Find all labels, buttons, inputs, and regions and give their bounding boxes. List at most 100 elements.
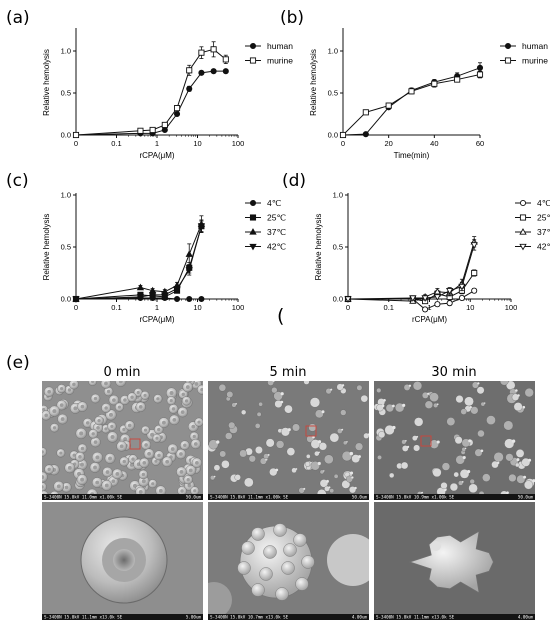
echinocyte — [314, 450, 320, 457]
data-point — [458, 294, 465, 302]
data-point — [197, 223, 206, 231]
cell-spicule — [349, 451, 354, 456]
cell-spicule — [358, 455, 361, 458]
highlight-box — [420, 435, 432, 447]
data-point — [222, 56, 229, 63]
series-37c — [72, 215, 206, 302]
echinocyte — [219, 450, 227, 458]
cell-dimple — [138, 490, 143, 494]
echinocyte — [241, 409, 247, 415]
cell-dimple — [195, 460, 199, 465]
lysed-cell — [453, 471, 459, 478]
sem-title-5min: 5 min — [270, 365, 307, 380]
cell-dimple — [80, 404, 85, 409]
x-tick-label: 0.1 — [111, 303, 121, 312]
cell-dimple — [142, 460, 147, 465]
cell-dimple — [141, 472, 146, 477]
sem-caption-strips — [42, 494, 535, 620]
lysed-cell-body — [408, 530, 494, 594]
lysed-cell — [468, 483, 478, 493]
cell-dimple — [131, 457, 135, 461]
series-line — [342, 74, 481, 136]
cell-dimple — [158, 488, 163, 493]
echinocyte — [310, 461, 320, 471]
legend-label: 42℃ — [267, 242, 286, 252]
y-tick-label: 1.0 — [61, 191, 71, 200]
cell-spicule — [318, 451, 320, 454]
echinocyte — [315, 409, 324, 419]
data-point — [72, 296, 80, 303]
cell-dimple — [143, 393, 147, 398]
echinocyte — [221, 460, 230, 469]
echinocyte — [325, 388, 332, 395]
x-tick-label: 100 — [232, 139, 245, 148]
cell-dimple — [156, 397, 160, 401]
data-point — [186, 67, 193, 74]
lysed-cell — [432, 467, 442, 478]
y-tick-label: 0.5 — [328, 89, 338, 98]
lysed-cell — [513, 402, 523, 412]
cell-spicule — [464, 447, 467, 450]
cell-spicule — [480, 449, 484, 453]
series-human — [72, 68, 229, 139]
cell-dimple — [72, 453, 76, 457]
data-point — [186, 85, 193, 92]
cell-spicule — [317, 440, 322, 444]
echinocyte — [303, 381, 310, 385]
data-point — [385, 102, 392, 109]
panel-label-e: (e) — [6, 353, 30, 373]
echinocyte — [333, 474, 339, 479]
lysed-cell — [515, 449, 525, 458]
echinocyte — [213, 464, 221, 471]
y-tick-label: 0.5 — [333, 243, 343, 252]
cell-spicule — [528, 458, 532, 462]
echinocyte — [340, 409, 347, 416]
legend-marker — [519, 243, 527, 251]
data-point — [161, 121, 168, 128]
data-point — [471, 287, 478, 294]
cell-spicule — [522, 405, 526, 409]
cell-spicule — [516, 458, 520, 462]
cell-dimple — [52, 409, 57, 414]
cell-dimple — [165, 459, 170, 464]
data-point — [422, 306, 429, 313]
sem-image-0min-highmag — [42, 502, 203, 620]
cell-dimple — [96, 425, 100, 430]
cell-spicule — [321, 410, 325, 414]
cell-spicule — [235, 403, 237, 405]
cell-dimple — [184, 399, 189, 403]
cell-dimple — [108, 412, 114, 417]
legend-marker — [504, 57, 512, 64]
sem-caption-bottom-1: S-3400N 15.0kV 10.7mm x13.0k SE — [210, 615, 289, 620]
data-point — [149, 126, 156, 134]
cell-dimple — [110, 434, 115, 440]
sem-scale-top-0: 50.0um — [186, 495, 202, 500]
data-point — [421, 295, 429, 302]
cell-dimple — [42, 485, 44, 489]
data-point — [198, 49, 205, 56]
lysed-cell — [515, 462, 520, 468]
lysed-cell — [384, 425, 395, 435]
cell-spicule — [326, 479, 329, 483]
lysed-cell — [455, 455, 465, 465]
surface-spicule — [263, 545, 277, 559]
data-point — [210, 46, 217, 53]
neighbor-cell — [327, 534, 369, 586]
cell-spicule — [391, 404, 395, 408]
cell-spicule — [515, 389, 518, 392]
data-point — [173, 110, 181, 118]
cell-spicule — [216, 440, 220, 444]
cell-spicule — [341, 384, 345, 387]
lysed-cell — [482, 473, 491, 482]
legend-marker — [249, 214, 257, 221]
lysed-cell — [480, 401, 486, 407]
data-point — [433, 294, 442, 301]
cell-spicule — [407, 445, 410, 448]
lysed-cell — [486, 415, 496, 425]
lysed-cell — [464, 396, 474, 407]
data-point — [471, 269, 478, 277]
cell-spicule — [517, 394, 520, 397]
data-point — [408, 88, 415, 95]
sem-image-5min-lowmag — [208, 381, 369, 500]
lysed-cell — [401, 439, 407, 445]
